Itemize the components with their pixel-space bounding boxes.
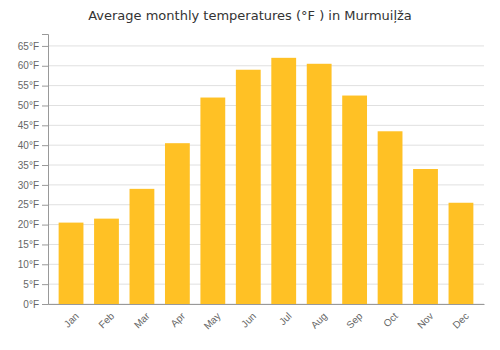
tick: May [202,310,223,331]
tick-label: May [202,310,223,331]
tick: 50°F [18,100,48,111]
tick: 20°F [18,219,48,230]
tick-mark [42,264,48,265]
tick-mark [42,125,48,126]
bar [342,96,367,304]
bar [449,203,474,304]
tick-label: Apr [168,310,187,329]
tick: Feb [96,310,116,330]
tick-label: Jun [239,310,258,329]
tick: 40°F [18,140,48,151]
grid-line [48,125,484,126]
tick-label: 55°F [18,80,39,91]
tick: 15°F [18,239,48,250]
bar [271,58,296,304]
tick-label: 45°F [18,120,39,131]
tick-label: Jan [62,310,81,329]
tick-label: 35°F [18,160,39,171]
grid-line [48,145,484,146]
tick-mark [42,145,48,146]
grid [48,46,484,304]
bar [200,98,225,304]
tick-label: 15°F [18,239,39,250]
tick-mark [42,46,48,47]
title: Average monthly temperatures (°F ) in Mu… [88,8,412,23]
chart: 0°F 5°F 10°F 15°F 20°F 25°F 30°F 35°F 40°F 45°F 50… [0,0,500,350]
tick: 55°F [18,80,48,91]
bar [378,131,403,304]
tick: 35°F [18,160,48,171]
tick-mark [42,284,48,285]
grid-line [48,85,484,86]
tick: Nov [415,310,435,330]
tick-label: 5°F [23,279,39,290]
tick: 10°F [18,259,48,270]
tick: 60°F [18,60,48,71]
tick-mark [42,185,48,186]
tick-label: 20°F [18,219,39,230]
tick: Oct [381,310,400,329]
bar [307,64,332,304]
tick: Sep [344,310,365,331]
tick: Jul [277,310,294,327]
tick-label: 65°F [18,41,39,52]
tick-label: 60°F [18,60,39,71]
grid-line [48,65,484,66]
bars [59,58,474,304]
tick-label: Nov [415,310,435,330]
y-axis: 0°F 5°F 10°F 15°F 20°F 25°F 30°F 35°F 40°F 45°F 50… [18,35,49,310]
tick-mark [42,225,48,226]
tick: 0°F [23,299,48,310]
tick: Jan [62,310,81,329]
tick-mark [42,105,48,106]
tick-label: Sep [344,310,365,331]
tick-label: Jul [277,310,294,327]
tick-label: Oct [381,310,400,329]
grid-line [48,45,484,46]
tick-label: 50°F [18,100,39,111]
tick: 45°F [18,120,48,131]
tick-mark [42,205,48,206]
bar [413,169,438,304]
tick-mark [42,304,48,305]
x-axis: Jan Feb Mar Apr May Jun Jul Aug Sep Oct Nov Dec [49,305,485,332]
tick-label: Mar [132,310,152,330]
bar [236,70,261,304]
grid-line [48,105,484,106]
grid-line [48,165,484,166]
bar [59,223,84,304]
tick-label: 25°F [18,199,39,210]
tick-label: Dec [450,310,470,330]
bar [94,219,119,304]
tick: Dec [450,310,470,330]
tick-mark [42,165,48,166]
tick-label: 30°F [18,180,39,191]
tick: Aug [309,310,329,330]
tick-label: 40°F [18,140,39,151]
bar [130,189,155,304]
tick-mark [42,244,48,245]
plot: 0°F 5°F 10°F 15°F 20°F 25°F 30°F 35°F 40°F 45°F 50… [18,35,485,332]
axis-line [49,304,485,305]
tick: 5°F [23,279,48,290]
tick: Apr [168,310,187,329]
bar [165,143,190,304]
tick: 65°F [18,41,48,52]
axis-line [42,35,49,305]
tick-label: 10°F [18,259,39,270]
tick: 25°F [18,199,48,210]
tick-label: Aug [309,310,329,330]
tick-mark [42,66,48,67]
tick-mark [42,86,48,87]
tick: Jun [239,310,258,329]
tick: Mar [132,310,152,330]
tick-label: 0°F [23,299,39,310]
tick-label: Feb [96,310,116,330]
tick: 30°F [18,180,48,191]
